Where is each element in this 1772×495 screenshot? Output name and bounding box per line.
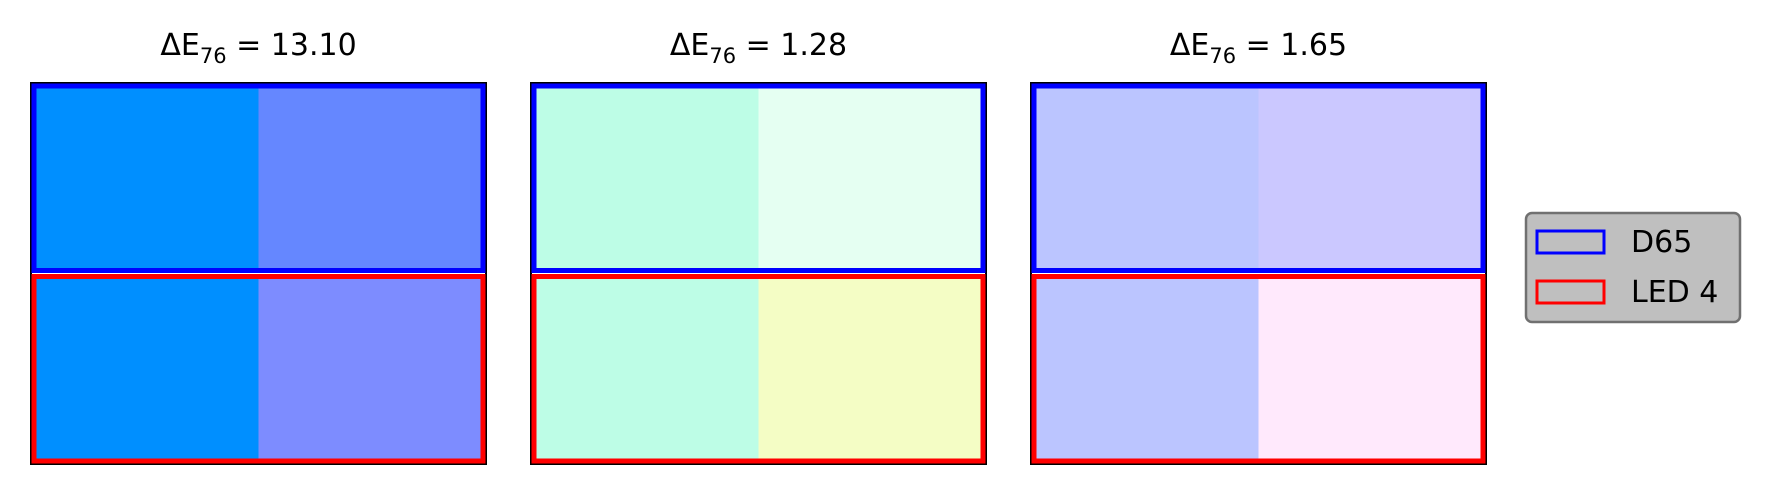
title-subscript: 76 xyxy=(1209,44,1236,68)
legend: D65 LED 4 xyxy=(1524,211,1742,324)
swatch-d65-right xyxy=(1258,86,1483,271)
legend-label-d65: D65 xyxy=(1631,225,1692,260)
title-subscript: 76 xyxy=(200,44,227,68)
swatch-d65-left xyxy=(534,86,759,271)
title-symbol: ΔE xyxy=(670,28,709,63)
swatch-row-d65 xyxy=(1031,83,1486,273)
swatch-led4-left xyxy=(534,276,759,461)
swatch-led4-right xyxy=(758,276,983,461)
legend-patch-led4 xyxy=(1535,279,1606,305)
panels: ΔE76 = 13.10 ΔE76 = 1.28 ΔE76 = 1.65 xyxy=(30,28,1487,465)
legend-patch-d65 xyxy=(1535,229,1606,255)
title-value: = 1.28 xyxy=(736,28,847,63)
swatch-d65-right xyxy=(758,86,983,271)
swatch-led4-right xyxy=(1258,276,1483,461)
title-symbol: ΔE xyxy=(160,28,199,63)
swatch-row-led4 xyxy=(531,274,986,464)
title-subscript: 76 xyxy=(709,44,736,68)
panel-1: ΔE76 = 13.10 xyxy=(30,28,487,465)
panel-2: ΔE76 = 1.28 xyxy=(530,28,987,465)
panel-title: ΔE76 = 1.28 xyxy=(670,28,847,68)
swatch-row-d65 xyxy=(531,83,986,273)
title-value: = 13.10 xyxy=(227,28,357,63)
panel-3: ΔE76 = 1.65 xyxy=(1030,28,1487,465)
swatch-led4-left xyxy=(34,276,259,461)
swatch-led4-right xyxy=(258,276,483,461)
title-symbol: ΔE xyxy=(1170,28,1209,63)
panel-title: ΔE76 = 13.10 xyxy=(160,28,356,68)
swatch-row-led4 xyxy=(31,274,486,464)
swatch-d65-left xyxy=(34,86,259,271)
swatch-row-d65 xyxy=(31,83,486,273)
swatch-d65-left xyxy=(1034,86,1259,271)
swatch-led4-left xyxy=(1034,276,1259,461)
legend-label-led4: LED 4 xyxy=(1631,275,1718,310)
title-value: = 1.65 xyxy=(1236,28,1347,63)
swatch-d65-right xyxy=(258,86,483,271)
swatch-row-led4 xyxy=(1031,274,1486,464)
panel-title: ΔE76 = 1.65 xyxy=(1170,28,1347,68)
